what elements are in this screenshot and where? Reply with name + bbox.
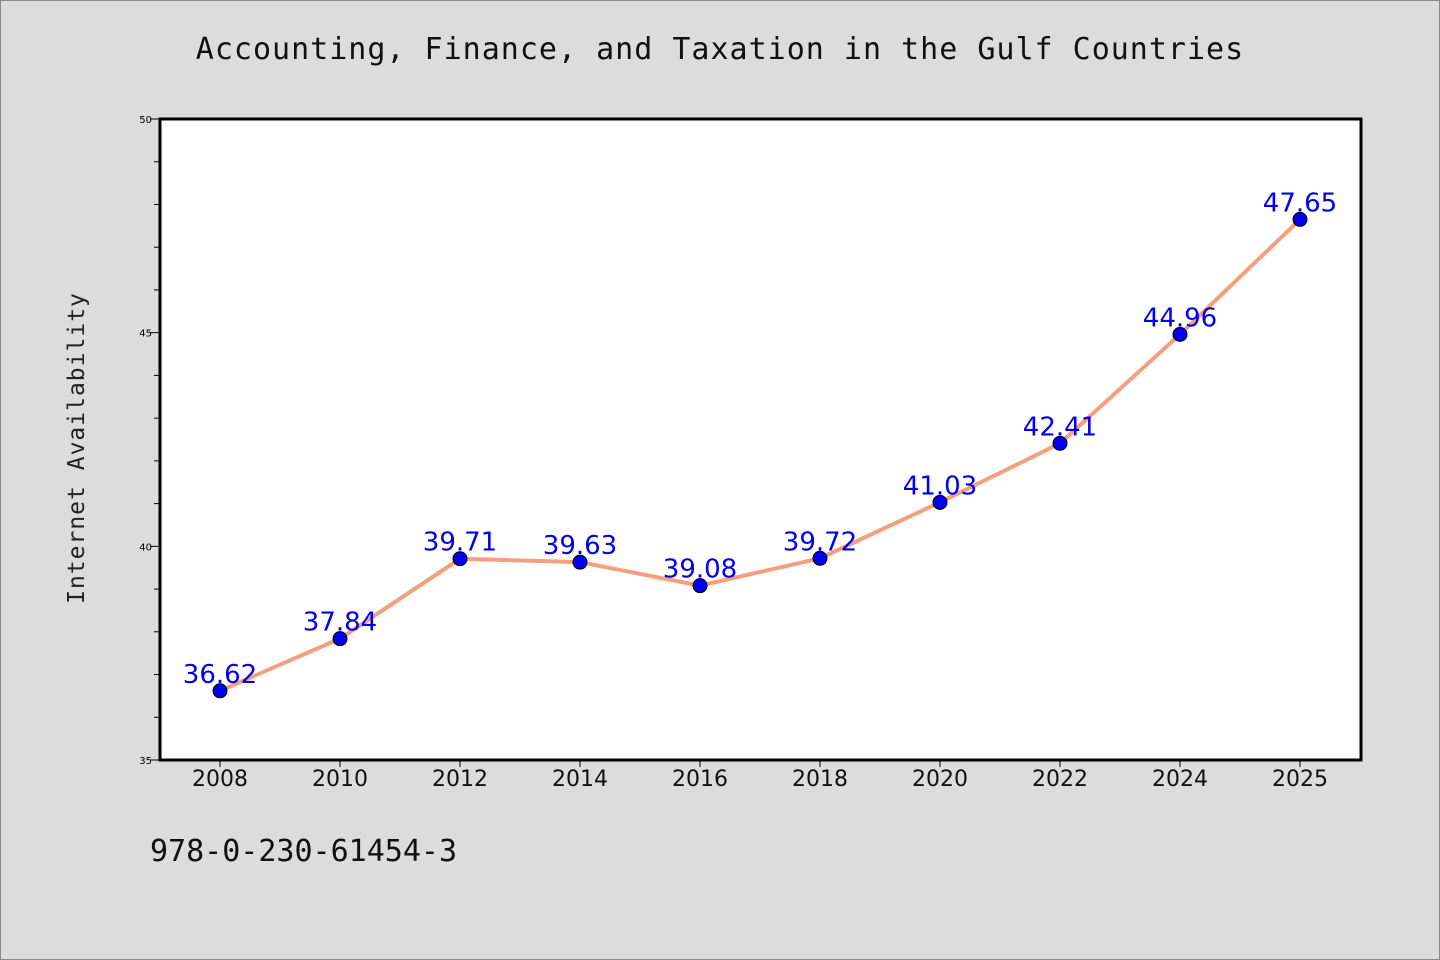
chart-title: Accounting, Finance, and Taxation in the… xyxy=(195,32,1245,67)
x-tick-label: 2014 xyxy=(552,767,608,792)
data-point xyxy=(212,683,228,699)
isbn-footer: 978-0-230-61454-3 xyxy=(150,834,458,869)
data-point xyxy=(1052,435,1068,451)
x-tick-label: 2018 xyxy=(792,767,848,792)
data-label: 39.72 xyxy=(783,527,857,557)
x-tick-label: 2008 xyxy=(192,767,248,792)
data-point xyxy=(1292,211,1308,227)
series-line xyxy=(218,217,1302,693)
data-point xyxy=(452,551,468,567)
x-tick-label: 2020 xyxy=(912,767,968,792)
data-label: 44.96 xyxy=(1143,303,1217,333)
data-point xyxy=(1172,326,1188,342)
data-point xyxy=(332,631,348,647)
x-tick-label: 2022 xyxy=(1032,767,1088,792)
data-point xyxy=(572,554,588,570)
plot-area xyxy=(158,117,1363,762)
data-label: 39.71 xyxy=(423,528,497,558)
x-tick-label: 2016 xyxy=(672,767,728,792)
data-label: 42.41 xyxy=(1023,412,1097,442)
data-label: 39.08 xyxy=(663,555,737,585)
x-tick-label: 2025 xyxy=(1272,767,1328,792)
data-label: 47.65 xyxy=(1263,188,1337,218)
y-tick-label: 50 xyxy=(139,115,152,126)
data-label: 41.03 xyxy=(903,471,977,501)
x-tick-label: 2012 xyxy=(432,767,488,792)
data-label: 36.62 xyxy=(183,660,257,690)
data-point xyxy=(692,578,708,594)
x-tick-label: 2010 xyxy=(312,767,368,792)
data-point xyxy=(932,494,948,510)
y-tick-label: 40 xyxy=(139,542,152,553)
data-label: 39.63 xyxy=(543,531,617,561)
y-tick-label: 45 xyxy=(139,329,152,340)
data-point xyxy=(812,550,828,566)
data-label: 37.84 xyxy=(303,608,377,638)
y-tick-label: 35 xyxy=(139,756,152,767)
x-tick-label: 2024 xyxy=(1152,767,1208,792)
